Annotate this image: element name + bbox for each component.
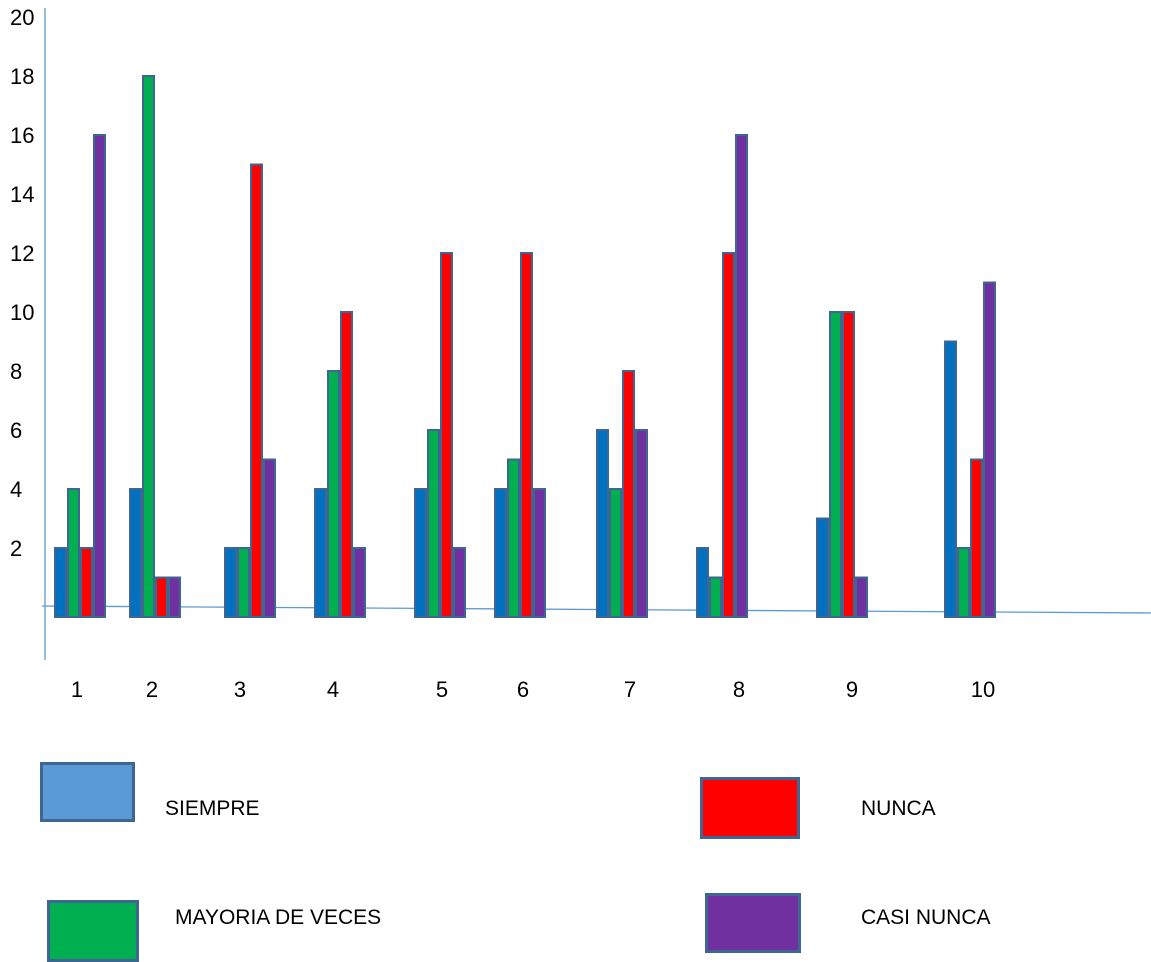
bar-5-nunca bbox=[440, 252, 453, 618]
bar-4-siempre bbox=[314, 488, 327, 618]
bar-10-siempre bbox=[944, 340, 957, 618]
y-axis-ticks: 2 4 6 8 10 12 14 16 18 20 bbox=[10, 5, 34, 561]
y-tick-label-6: 6 bbox=[10, 418, 22, 443]
bar-7-siempre bbox=[596, 429, 609, 618]
x-tick-label-5: 5 bbox=[436, 677, 448, 702]
x-tick-label-3: 3 bbox=[234, 677, 246, 702]
bar-9-casi-nunca bbox=[855, 576, 868, 618]
bar-10-mayoria-de-veces bbox=[957, 547, 970, 618]
bar-4-mayoria-de-veces bbox=[327, 370, 340, 618]
legend-swatch-siempre bbox=[40, 762, 135, 822]
x-tick-label-6: 6 bbox=[517, 677, 529, 702]
bar-1-mayoria-de-veces bbox=[67, 488, 80, 618]
legend-label-nunca: NUNCA bbox=[861, 797, 936, 820]
bar-2-siempre bbox=[129, 488, 142, 618]
bar-8-casi-nunca bbox=[735, 134, 748, 618]
x-tick-label-1: 1 bbox=[71, 677, 83, 702]
bar-4-nunca bbox=[340, 311, 353, 618]
bar-1-nunca bbox=[80, 547, 93, 618]
y-tick-label-16: 16 bbox=[10, 123, 34, 148]
legend-label-casi-nunca: CASI NUNCA bbox=[861, 906, 991, 929]
bar-9-mayoria-de-veces bbox=[829, 311, 842, 618]
bar-8-nunca bbox=[722, 252, 735, 618]
bar-2-nunca bbox=[155, 576, 168, 618]
bar-9-siempre bbox=[816, 517, 829, 618]
y-tick-label-18: 18 bbox=[10, 64, 34, 89]
legend-swatch-mayoria-de-veces bbox=[47, 900, 139, 962]
bar-3-siempre bbox=[224, 547, 237, 618]
x-tick-label-2: 2 bbox=[146, 677, 158, 702]
y-tick-label-20: 20 bbox=[10, 5, 34, 30]
bar-6-siempre bbox=[494, 488, 507, 618]
y-tick-label-2: 2 bbox=[10, 536, 22, 561]
legend-swatch-casi-nunca bbox=[705, 893, 801, 953]
bar-8-siempre bbox=[696, 547, 709, 618]
bar-7-casi-nunca bbox=[635, 429, 648, 618]
bar-4-casi-nunca bbox=[353, 547, 366, 618]
y-tick-label-12: 12 bbox=[10, 241, 34, 266]
bar-6-casi-nunca bbox=[533, 488, 546, 618]
bar-10-casi-nunca bbox=[983, 281, 996, 618]
legend-label-mayoria-de-veces: MAYORIA DE VECES bbox=[175, 906, 382, 929]
bar-2-mayoria-de-veces bbox=[142, 75, 155, 618]
bar-1-siempre bbox=[54, 547, 67, 618]
legend-swatch-nunca bbox=[700, 777, 800, 839]
bar-9-nunca bbox=[842, 311, 855, 618]
x-tick-label-4: 4 bbox=[327, 677, 339, 702]
x-tick-label-8: 8 bbox=[733, 677, 745, 702]
y-tick-label-10: 10 bbox=[10, 300, 34, 325]
bar-6-mayoria-de-veces bbox=[507, 458, 520, 618]
bar-7-mayoria-de-veces bbox=[609, 488, 622, 618]
bar-3-nunca bbox=[250, 163, 263, 618]
y-tick-label-14: 14 bbox=[10, 182, 34, 207]
bar-5-casi-nunca bbox=[453, 547, 466, 618]
bar-8-mayoria-de-veces bbox=[709, 576, 722, 618]
x-tick-label-7: 7 bbox=[624, 677, 636, 702]
bar-10-nunca bbox=[970, 458, 983, 618]
bar-5-mayoria-de-veces bbox=[427, 429, 440, 618]
bar-2-casi-nunca bbox=[168, 576, 181, 618]
y-tick-label-4: 4 bbox=[10, 477, 22, 502]
x-tick-label-10: 10 bbox=[971, 677, 995, 702]
x-tick-label-9: 9 bbox=[846, 677, 858, 702]
bar-1-casi-nunca bbox=[93, 134, 106, 618]
chart-bars bbox=[54, 75, 996, 618]
y-tick-label-8: 8 bbox=[10, 359, 22, 384]
bar-5-siempre bbox=[414, 488, 427, 618]
x-axis-ticks: 1 2 3 4 5 6 7 8 9 10 bbox=[71, 677, 995, 702]
bar-6-nunca bbox=[520, 252, 533, 618]
legend-label-siempre: SIEMPRE bbox=[165, 797, 260, 820]
bar-3-mayoria-de-veces bbox=[237, 547, 250, 618]
bar-7-nunca bbox=[622, 370, 635, 618]
bar-3-casi-nunca bbox=[263, 458, 276, 618]
